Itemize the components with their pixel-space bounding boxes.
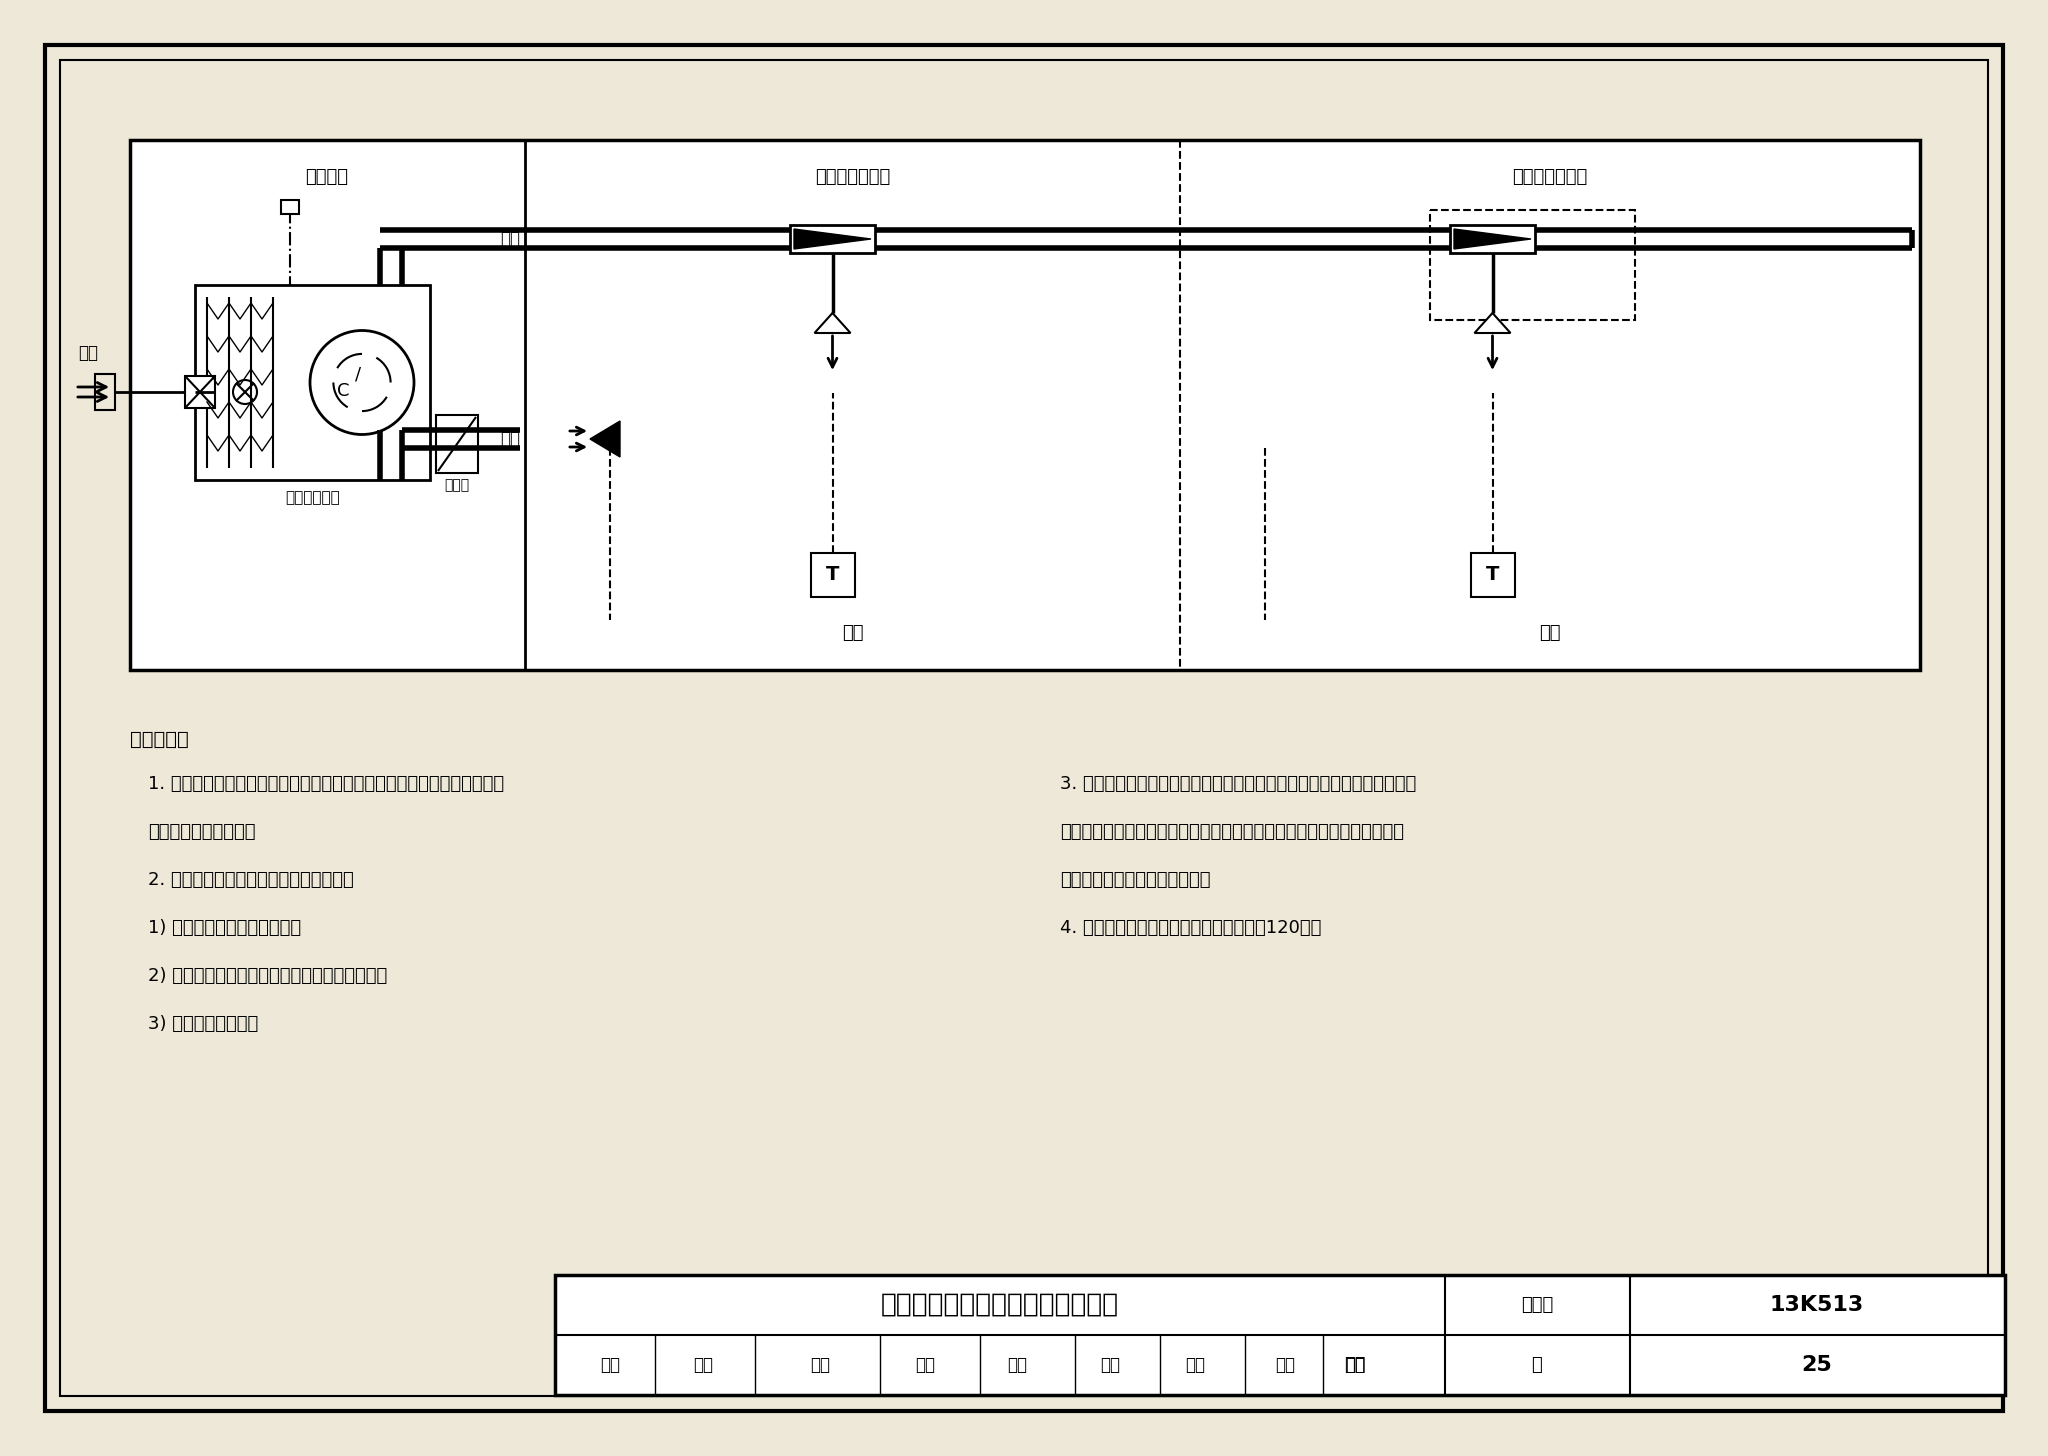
Bar [129,140,1921,670]
Text: T: T [1485,565,1499,584]
Text: 年供冷，无供热功能。: 年供冷，无供热功能。 [147,823,256,842]
Text: 机组过滤与热湿处理后送出冷风，内、外区末端根据温控区负荷要求，比: 机组过滤与热湿处理后送出冷风，内、外区末端根据温控区负荷要求，比 [1061,823,1405,842]
Text: 内区单风道末端: 内区单风道末端 [815,167,891,186]
Text: 回风: 回风 [500,430,520,448]
Text: C: C [336,381,350,399]
Bar [281,199,299,214]
Text: 空气处理机组: 空气处理机组 [285,491,340,505]
Bar [1450,226,1536,253]
Text: 2. 仅带单冷型末端的单风道系统适用于：: 2. 仅带单冷型末端的单风道系统适用于： [147,871,354,890]
Bar [436,415,477,473]
Polygon shape [1454,229,1532,249]
Bar [1430,210,1634,320]
Text: 变频器: 变频器 [444,478,469,492]
Polygon shape [815,313,850,333]
Polygon shape [795,229,870,249]
Bar [1470,553,1516,597]
Text: 3. 仅带单冷型末端的单风道系统流程：系统回风和新风混合，经空气处理: 3. 仅带单冷型末端的单风道系统流程：系统回风和新风混合，经空气处理 [1061,775,1417,794]
Polygon shape [590,421,621,457]
Text: 图集号: 图集号 [1522,1296,1552,1313]
Text: 张明: 张明 [1343,1356,1366,1374]
Text: 外区: 外区 [1540,625,1561,642]
Polygon shape [1475,313,1511,333]
Text: 杨光: 杨光 [692,1356,713,1374]
Text: /: / [354,365,360,383]
Text: 外区单风道末端: 外区单风道末端 [1511,167,1587,186]
Bar [195,285,430,480]
Text: 带单冷型末端的单风道系统原理图: 带单冷型末端的单风道系统原理图 [881,1291,1118,1318]
Text: 新风: 新风 [78,344,98,363]
Text: 苏茶: 苏茶 [1100,1356,1120,1374]
Text: 审核: 审核 [600,1356,621,1374]
Text: 送风: 送风 [500,230,520,248]
Bar [555,1275,2005,1395]
Text: 25: 25 [1802,1356,1833,1374]
Text: 张明: 张明 [1346,1356,1366,1374]
Text: 苏存: 苏存 [1008,1356,1026,1374]
Text: 内区: 内区 [842,625,864,642]
Text: 2) 夏热冬暖地区冬季无需供热的空调内、外区。: 2) 夏热冬暖地区冬季无需供热的空调内、外区。 [147,967,387,986]
Text: 张明: 张明 [1276,1356,1294,1374]
Text: 1. 全部为不带加热器的单冷型末端组成的单风道变风量系统最为简单，全: 1. 全部为不带加热器的单冷型末端组成的单风道变风量系统最为简单，全 [147,775,504,794]
Text: T: T [825,565,840,584]
Text: 3) 无外区空调区域。: 3) 无外区空调区域。 [147,1015,258,1032]
Bar [811,553,854,597]
Text: 空调机房: 空调机房 [305,167,348,186]
Bar [184,376,215,408]
Text: 例调节送风量，维持室内温度。: 例调节送风量，维持室内温度。 [1061,871,1210,890]
Text: 陈む: 陈む [811,1356,829,1374]
Text: 原理说明：: 原理说明： [129,729,188,748]
Text: 4. 带单冷型末端的单风道系统平面图见第120页。: 4. 带单冷型末端的单风道系统平面图见第120页。 [1061,919,1321,938]
Text: 设计: 设计 [1186,1356,1204,1374]
Bar [94,374,115,411]
Bar [791,226,874,253]
Text: 1) 需要全年供冷的空调内区。: 1) 需要全年供冷的空调内区。 [147,919,301,938]
Text: 页: 页 [1532,1356,1542,1374]
Text: 校对: 校对 [915,1356,936,1374]
Text: 13K513: 13K513 [1769,1294,1864,1315]
